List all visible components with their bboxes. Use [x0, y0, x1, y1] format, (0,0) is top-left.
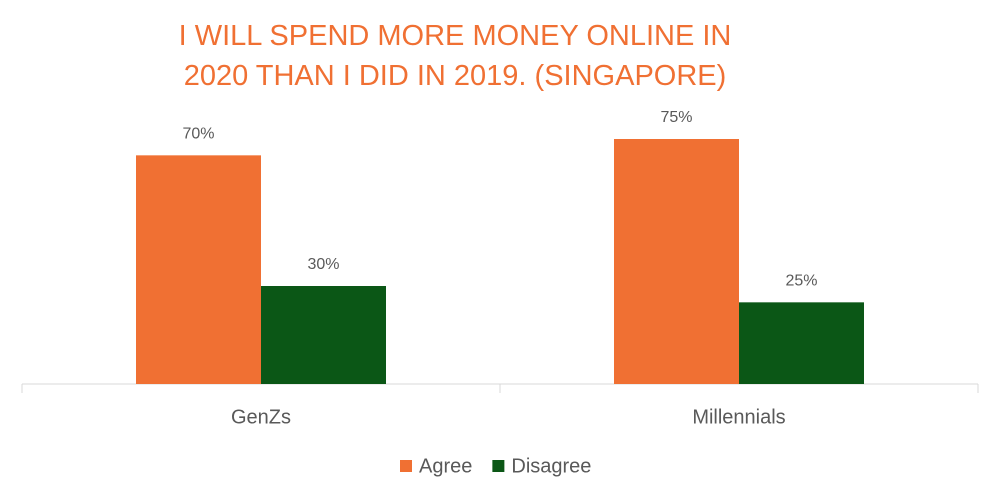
x-tick-label: Millennials: [692, 406, 785, 428]
x-tick-label: GenZs: [231, 406, 291, 428]
bar: [261, 286, 386, 384]
chart-title: I WILL SPEND MORE MONEY ONLINE IN 2020 T…: [178, 20, 732, 92]
legend-label: Disagree: [511, 455, 591, 477]
bar: [136, 155, 261, 384]
legend-label: Agree: [419, 455, 472, 477]
bar: [739, 302, 864, 384]
data-label: 70%: [182, 126, 214, 143]
data-label: 75%: [660, 109, 692, 126]
legend-swatch: [400, 460, 412, 472]
legend-swatch: [492, 460, 505, 472]
data-label: 30%: [307, 256, 339, 273]
bar: [614, 139, 739, 384]
data-label: 25%: [785, 273, 817, 290]
